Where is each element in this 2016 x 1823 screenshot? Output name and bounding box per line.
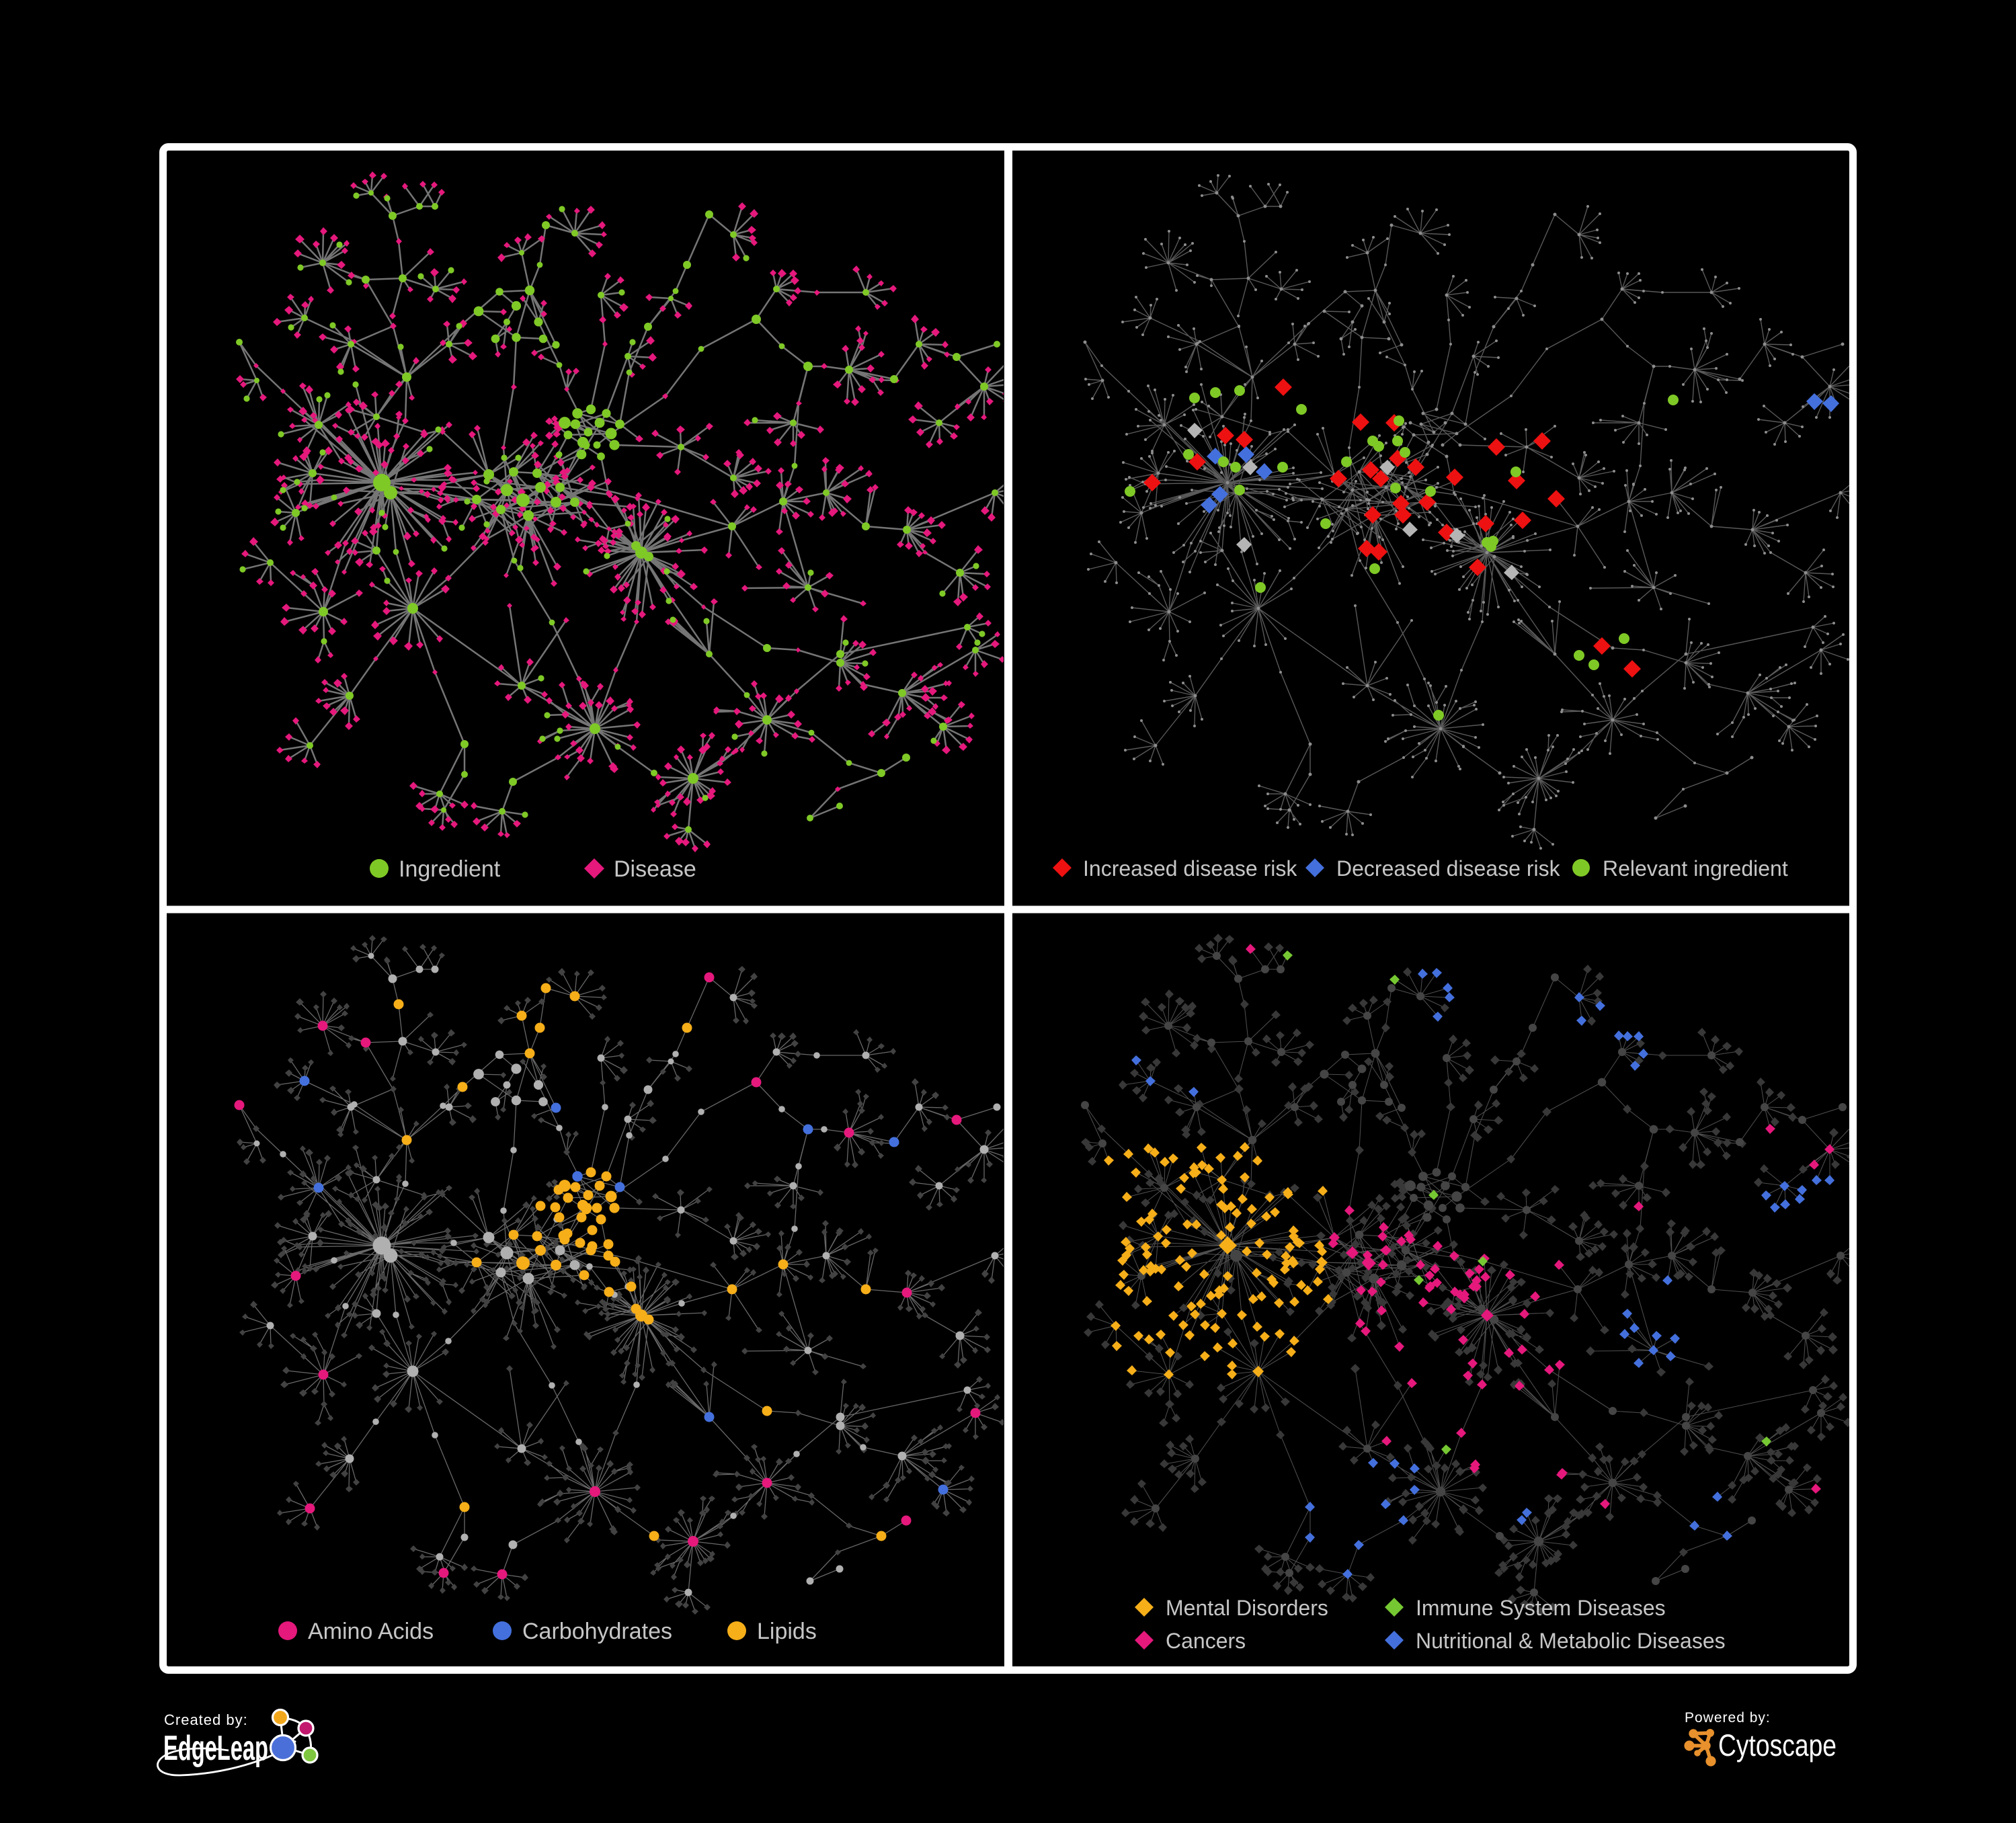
svg-text:Ingredient: Ingredient xyxy=(399,856,501,882)
svg-text:Decreased disease risk: Decreased disease risk xyxy=(1336,856,1561,881)
svg-text:Increased disease risk: Increased disease risk xyxy=(1083,856,1297,881)
svg-text:Lipids: Lipids xyxy=(757,1619,817,1644)
svg-text:Cytoscape: Cytoscape xyxy=(1718,1728,1837,1763)
svg-text:Mental Disorders: Mental Disorders xyxy=(1166,1596,1328,1620)
svg-text:Cancers: Cancers xyxy=(1166,1629,1246,1653)
svg-text:Powered by:: Powered by: xyxy=(1685,1710,1771,1726)
svg-text:Amino Acids: Amino Acids xyxy=(308,1619,434,1644)
svg-text:Disease: Disease xyxy=(614,856,696,882)
svg-text:Carbohydrates: Carbohydrates xyxy=(522,1619,672,1644)
svg-text:Immune System Diseases: Immune System Diseases xyxy=(1416,1596,1666,1620)
svg-text:Nutritional & Metabolic Diseas: Nutritional & Metabolic Diseases xyxy=(1416,1629,1726,1653)
svg-text:Relevant ingredient: Relevant ingredient xyxy=(1603,856,1788,881)
svg-text:Created by:: Created by: xyxy=(164,1711,248,1728)
